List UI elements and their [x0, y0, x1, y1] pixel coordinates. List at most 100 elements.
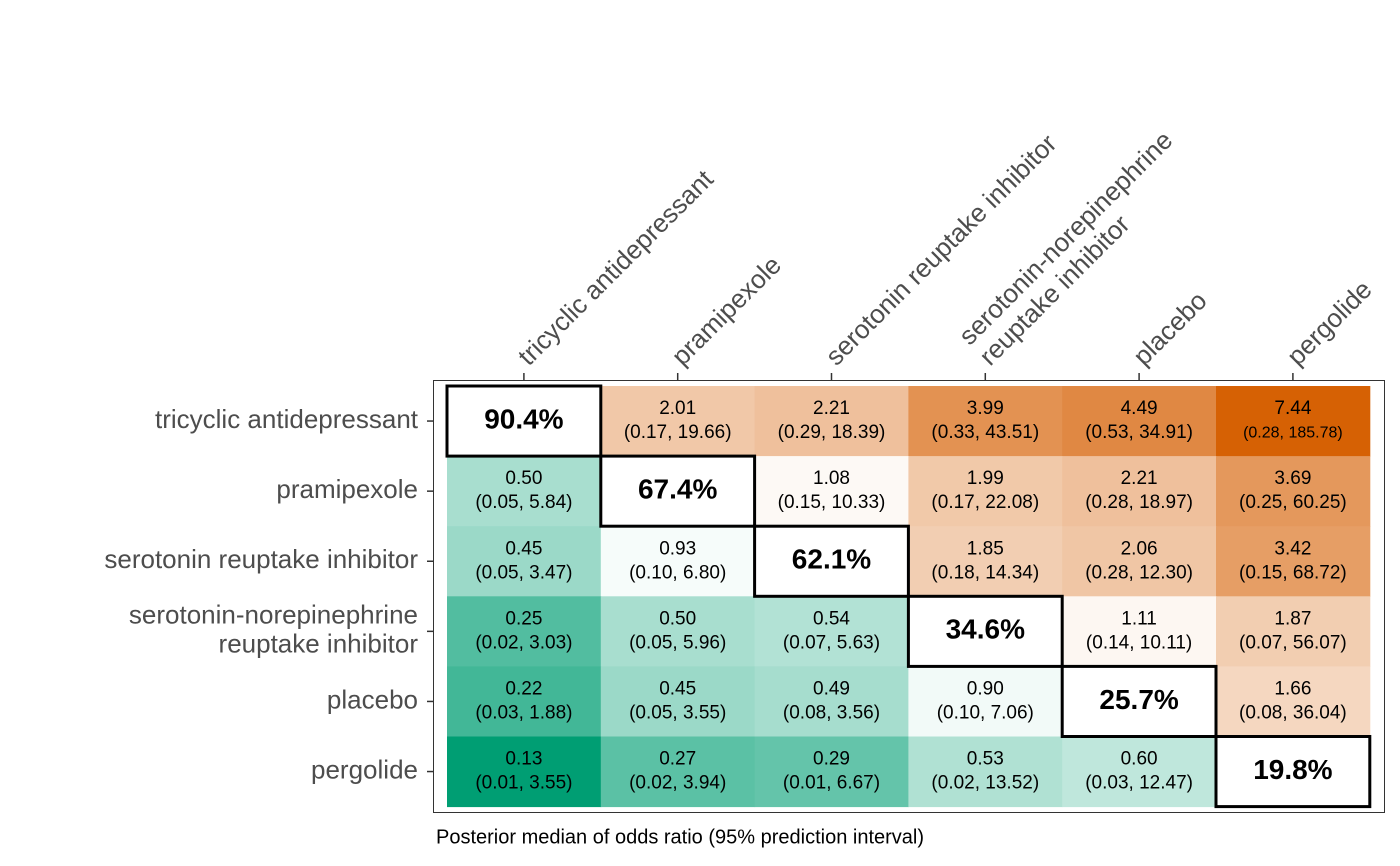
cell-value: 0.29 [813, 749, 850, 770]
cell-interval: (0.05, 3.47) [475, 562, 572, 583]
row-label: tricyclic antidepressant [155, 404, 419, 434]
caption: Posterior median of odds ratio (95% pred… [436, 826, 924, 848]
cell-value: 2.06 [1121, 538, 1158, 559]
cell-interval: (0.08, 3.56) [783, 702, 880, 723]
cell-interval: (0.02, 3.03) [475, 632, 572, 653]
cell-interval: (0.15, 10.33) [778, 492, 886, 513]
cell-interval: (0.03, 12.47) [1085, 773, 1193, 794]
cell [447, 456, 602, 527]
cell-interval: (0.17, 19.66) [624, 422, 732, 443]
cell [754, 386, 909, 457]
diagonal-label: 62.1% [792, 544, 871, 575]
cell [908, 386, 1063, 457]
cell [1062, 456, 1217, 527]
cell-interval: (0.17, 22.08) [931, 492, 1039, 513]
cell-interval: (0.07, 5.63) [783, 632, 880, 653]
diagonal-cell [906, 594, 1064, 668]
diagonal-cell [753, 524, 910, 598]
column-label: placebo [1127, 285, 1213, 371]
diagonal-label: 19.8% [1253, 754, 1332, 785]
column-label-group: pergolide [1281, 274, 1378, 371]
cell-value: 0.53 [967, 749, 1004, 770]
column-label: serotonin-norepinephrine [953, 125, 1179, 351]
diagonal-label: 34.6% [946, 614, 1025, 645]
cell-interval: (0.28, 185.78) [1243, 424, 1343, 441]
column-label: pergolide [1281, 274, 1378, 371]
row-label: serotonin-norepinephrine [129, 600, 418, 630]
cell-value: 3.42 [1274, 538, 1311, 559]
cell [754, 736, 909, 808]
column-label: pramipexole [666, 250, 787, 371]
cell-value: 2.21 [1121, 468, 1158, 489]
cell-value: 0.49 [813, 678, 850, 699]
cell-interval: (0.02, 13.52) [931, 773, 1039, 794]
cell-value: 2.01 [659, 398, 696, 419]
diagonal-cell [1060, 664, 1218, 739]
cell [908, 526, 1063, 597]
cell [1062, 596, 1217, 667]
cell-value: 0.27 [659, 749, 696, 770]
cell-value: 1.85 [967, 538, 1004, 559]
cell [447, 526, 602, 597]
cell-value: 1.87 [1274, 608, 1311, 629]
cell-value: 0.45 [659, 678, 696, 699]
cell-interval: (0.05, 5.96) [629, 632, 726, 653]
cell-value: 0.13 [505, 749, 542, 770]
cell-interval: (0.05, 3.55) [629, 702, 726, 723]
cell [1062, 386, 1217, 457]
cell [600, 596, 756, 667]
cell-value: 7.44 [1274, 398, 1311, 419]
cell [754, 596, 909, 667]
cell-value: 4.49 [1121, 398, 1158, 419]
cell-value: 3.99 [967, 398, 1004, 419]
cell-interval: (0.02, 3.94) [629, 773, 726, 794]
column-label-group: pramipexole [666, 250, 787, 371]
cell-interval: (0.25, 60.25) [1239, 492, 1347, 513]
cell-value: 1.11 [1121, 608, 1157, 629]
cell-value: 1.66 [1274, 678, 1311, 699]
cell-interval: (0.07, 56.07) [1239, 632, 1347, 653]
cell-value: 0.54 [813, 608, 850, 629]
cell [908, 456, 1063, 527]
cell [1062, 526, 1217, 597]
cell-interval: (0.28, 18.97) [1085, 492, 1193, 513]
row-label: reuptake inhibitor [219, 629, 419, 659]
cell [600, 386, 756, 457]
diagonal-label: 67.4% [638, 474, 717, 505]
cell [447, 596, 602, 667]
diagonal-cell [1214, 735, 1372, 809]
cell-value: 1.99 [967, 468, 1004, 489]
cell-value: 0.25 [505, 608, 542, 629]
diagonal-label: 90.4% [484, 403, 563, 434]
cell-interval: (0.53, 34.91) [1085, 422, 1193, 443]
cell-interval: (0.14, 10.11) [1086, 632, 1192, 653]
cell-value: 3.69 [1274, 468, 1311, 489]
diagonal-cell [599, 454, 757, 528]
cell-interval: (0.10, 6.80) [629, 562, 726, 583]
cell [447, 736, 602, 808]
cell-value: 2.21 [813, 398, 850, 419]
cell-value: 0.93 [659, 538, 696, 559]
diagonal-label: 25.7% [1099, 684, 1178, 715]
cell [1216, 386, 1371, 457]
cell-interval: (0.01, 6.67) [783, 773, 880, 794]
cell-value: 0.60 [1121, 749, 1158, 770]
cell-value: 0.90 [967, 678, 1004, 699]
cell [1216, 596, 1371, 667]
row-label: placebo [327, 684, 418, 714]
cell [600, 736, 756, 808]
cell-value: 0.22 [505, 678, 542, 699]
cell-interval: (0.08, 36.04) [1239, 702, 1347, 723]
cell [1216, 666, 1371, 737]
cell-value: 0.50 [659, 608, 696, 629]
cell-interval: (0.29, 18.39) [778, 422, 886, 443]
cell [1062, 736, 1217, 808]
cell [1216, 526, 1371, 597]
diagonal-cell [445, 384, 603, 458]
cell-interval: (0.10, 7.06) [937, 702, 1034, 723]
cell [908, 736, 1063, 808]
cell [908, 666, 1063, 737]
cell [600, 526, 756, 597]
column-label-group: placebo [1127, 285, 1213, 371]
